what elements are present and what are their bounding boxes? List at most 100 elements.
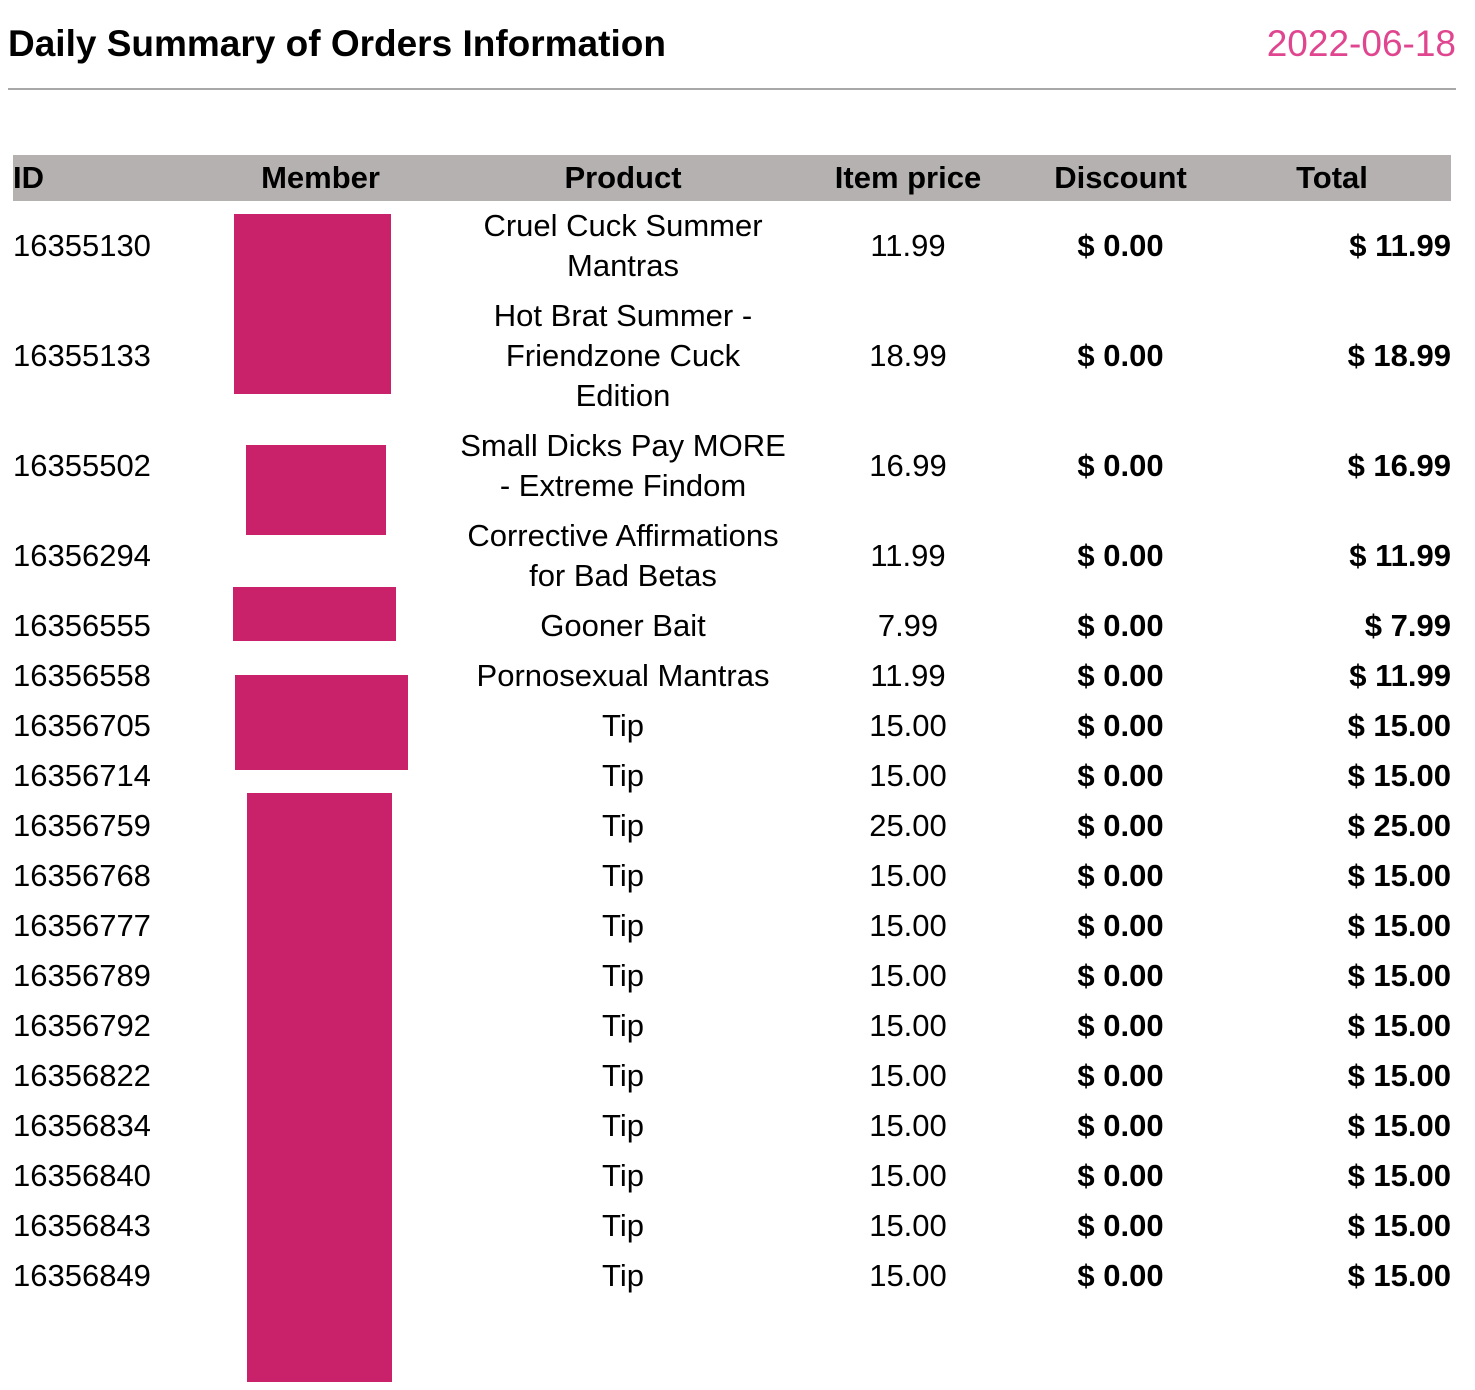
product-name: Tip bbox=[602, 758, 644, 793]
product-name: Tip bbox=[602, 708, 644, 743]
table-row: 16356555 Gooner Bait 7.99 $ 0.00 $ 7.99 bbox=[13, 601, 1451, 651]
table-row: 16356777 Tip 15.00 $ 0.00 $ 15.00 bbox=[13, 901, 1451, 951]
total: $ 25.00 bbox=[1347, 808, 1451, 843]
table-row: 16356705 Tip 15.00 $ 0.00 $ 15.00 bbox=[13, 701, 1451, 751]
column-header-total: Total bbox=[1213, 155, 1451, 201]
table-row: 16355502 Small Dicks Pay MORE - Extreme … bbox=[13, 421, 1451, 511]
table-row: 16356792 Tip 15.00 $ 0.00 $ 15.00 bbox=[13, 1001, 1451, 1051]
table-header-row: ID Member Product Item price Discount To… bbox=[13, 155, 1451, 201]
product-name: Tip bbox=[602, 958, 644, 993]
item-price: 18.99 bbox=[869, 338, 947, 373]
column-header-product: Product bbox=[458, 155, 788, 201]
total: $ 11.99 bbox=[1349, 228, 1451, 263]
discount: $ 0.00 bbox=[1077, 1058, 1164, 1093]
product-name: Tip bbox=[602, 808, 644, 843]
order-id: 16356849 bbox=[13, 1258, 151, 1293]
total: $ 15.00 bbox=[1347, 708, 1451, 743]
order-id: 16355130 bbox=[13, 228, 151, 263]
total: $ 15.00 bbox=[1347, 858, 1451, 893]
order-id: 16356555 bbox=[13, 608, 151, 643]
order-id: 16356822 bbox=[13, 1058, 151, 1093]
product-name: Tip bbox=[602, 1208, 644, 1243]
discount: $ 0.00 bbox=[1077, 758, 1164, 793]
discount: $ 0.00 bbox=[1077, 708, 1164, 743]
product-name: Small Dicks Pay MORE - Extreme Findom bbox=[460, 428, 786, 503]
total: $ 18.99 bbox=[1347, 338, 1451, 373]
item-price: 11.99 bbox=[870, 538, 946, 573]
table-row: 16356849 Tip 15.00 $ 0.00 $ 15.00 bbox=[13, 1251, 1451, 1301]
orders-table: ID Member Product Item price Discount To… bbox=[13, 155, 1451, 1301]
product-name: Gooner Bait bbox=[540, 608, 706, 643]
table-row: 16356840 Tip 15.00 $ 0.00 $ 15.00 bbox=[13, 1151, 1451, 1201]
item-price: 15.00 bbox=[869, 1108, 947, 1143]
column-header-discount: Discount bbox=[1028, 155, 1213, 201]
order-id: 16356789 bbox=[13, 958, 151, 993]
table-row: 16356294 Corrective Affirmations for Bad… bbox=[13, 511, 1451, 601]
discount: $ 0.00 bbox=[1077, 1158, 1164, 1193]
item-price: 15.00 bbox=[869, 858, 947, 893]
discount: $ 0.00 bbox=[1077, 1258, 1164, 1293]
item-price: 15.00 bbox=[869, 1258, 947, 1293]
product-name: Tip bbox=[602, 1108, 644, 1143]
discount: $ 0.00 bbox=[1077, 1008, 1164, 1043]
discount: $ 0.00 bbox=[1077, 1108, 1164, 1143]
discount: $ 0.00 bbox=[1077, 228, 1164, 263]
table-row: 16356843 Tip 15.00 $ 0.00 $ 15.00 bbox=[13, 1201, 1451, 1251]
product-name: Tip bbox=[602, 908, 644, 943]
order-id: 16356840 bbox=[13, 1158, 151, 1193]
page-header: Daily Summary of Orders Information 2022… bbox=[8, 0, 1456, 90]
product-name: Tip bbox=[602, 858, 644, 893]
redaction-block bbox=[235, 675, 408, 770]
discount: $ 0.00 bbox=[1077, 658, 1164, 693]
total: $ 15.00 bbox=[1347, 1158, 1451, 1193]
product-name: Corrective Affirmations for Bad Betas bbox=[467, 518, 779, 593]
item-price: 15.00 bbox=[869, 958, 947, 993]
discount: $ 0.00 bbox=[1077, 538, 1164, 573]
total: $ 15.00 bbox=[1347, 958, 1451, 993]
total: $ 15.00 bbox=[1347, 908, 1451, 943]
total: $ 15.00 bbox=[1347, 758, 1451, 793]
item-price: 15.00 bbox=[869, 758, 947, 793]
item-price: 16.99 bbox=[869, 448, 947, 483]
redaction-block bbox=[234, 214, 391, 394]
total: $ 16.99 bbox=[1347, 448, 1451, 483]
table-row: 16356558 Pornosexual Mantras 11.99 $ 0.0… bbox=[13, 651, 1451, 701]
discount: $ 0.00 bbox=[1077, 448, 1164, 483]
total: $ 11.99 bbox=[1349, 538, 1451, 573]
order-id: 16355502 bbox=[13, 448, 151, 483]
product-name: Tip bbox=[602, 1008, 644, 1043]
item-price: 11.99 bbox=[870, 228, 946, 263]
item-price: 11.99 bbox=[870, 658, 946, 693]
order-id: 16356558 bbox=[13, 658, 151, 693]
table-row: 16355133 Hot Brat Summer - Friendzone Cu… bbox=[13, 291, 1451, 421]
table-row: 16356822 Tip 15.00 $ 0.00 $ 15.00 bbox=[13, 1051, 1451, 1101]
column-header-item-price: Item price bbox=[788, 155, 1028, 201]
total: $ 7.99 bbox=[1364, 608, 1451, 643]
item-price: 15.00 bbox=[869, 708, 947, 743]
item-price: 15.00 bbox=[869, 908, 947, 943]
total: $ 15.00 bbox=[1347, 1008, 1451, 1043]
discount: $ 0.00 bbox=[1077, 338, 1164, 373]
redaction-block bbox=[233, 587, 396, 641]
report-date: 2022-06-18 bbox=[1266, 23, 1456, 64]
discount: $ 0.00 bbox=[1077, 608, 1164, 643]
total: $ 11.99 bbox=[1349, 658, 1451, 693]
discount: $ 0.00 bbox=[1077, 1208, 1164, 1243]
table-row: 16356768 Tip 15.00 $ 0.00 $ 15.00 bbox=[13, 851, 1451, 901]
order-id: 16356843 bbox=[13, 1208, 151, 1243]
table-row: 16356834 Tip 15.00 $ 0.00 $ 15.00 bbox=[13, 1101, 1451, 1151]
discount: $ 0.00 bbox=[1077, 808, 1164, 843]
order-id: 16356705 bbox=[13, 708, 151, 743]
product-name: Pornosexual Mantras bbox=[476, 658, 770, 693]
order-id: 16355133 bbox=[13, 338, 151, 373]
order-id: 16356714 bbox=[13, 758, 151, 793]
order-id: 16356759 bbox=[13, 808, 151, 843]
total: $ 15.00 bbox=[1347, 1108, 1451, 1143]
redaction-block bbox=[246, 445, 386, 535]
order-id: 16356777 bbox=[13, 908, 151, 943]
item-price: 15.00 bbox=[869, 1058, 947, 1093]
total: $ 15.00 bbox=[1347, 1258, 1451, 1293]
total: $ 15.00 bbox=[1347, 1208, 1451, 1243]
product-name: Tip bbox=[602, 1158, 644, 1193]
product-name: Tip bbox=[602, 1058, 644, 1093]
